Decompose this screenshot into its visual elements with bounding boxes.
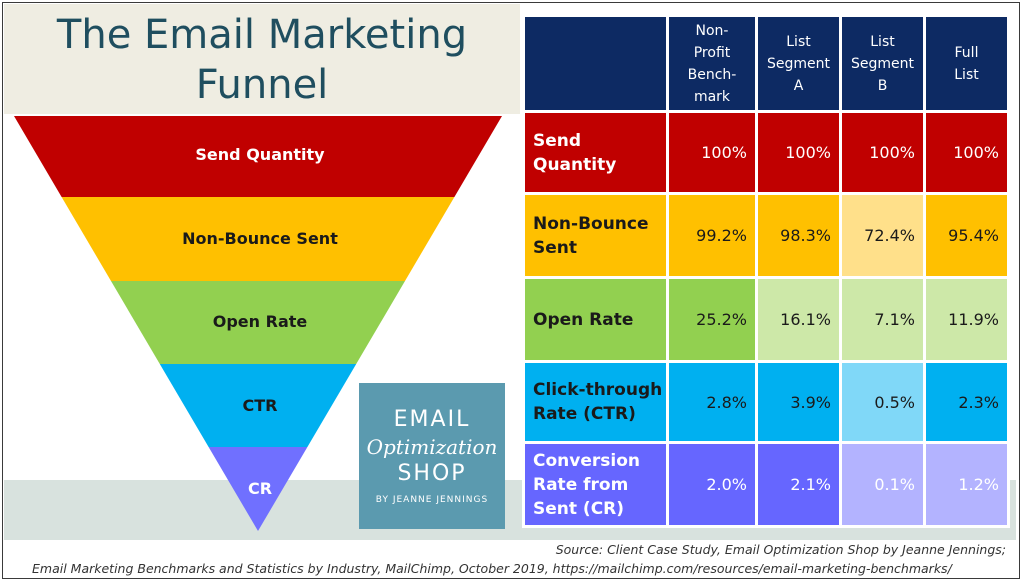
- slide-title: The Email Marketing Funnel: [4, 10, 520, 110]
- metrics-table: Non- Profit Bench-mark List Segment A List Se…: [522, 14, 1010, 528]
- funnel-label-open-rate: Open Rate: [212, 312, 308, 331]
- funnel-label-cr: CR: [247, 479, 273, 498]
- source-line-2: Email Marketing Benchmarks and Statistic…: [32, 561, 952, 576]
- logo-line-3: SHOP: [397, 461, 467, 486]
- table-row-non-bounce-sent: Non-Bounce Sent 99.2% 98.3% 72.4% 95.4%: [522, 192, 1010, 279]
- table-cell: 3.9%: [755, 360, 842, 444]
- funnel-label-ctr: CTR: [242, 396, 278, 415]
- header-full-list: Full List: [923, 14, 1010, 113]
- row-label-send-quantity: Send Quantity: [522, 110, 669, 195]
- header-corner-cell: [522, 14, 669, 113]
- table-cell: 2.0%: [666, 441, 758, 528]
- source-line-1: Source: Client Case Study, Email Optimiz…: [555, 542, 1006, 557]
- table-cell: 100%: [755, 110, 842, 195]
- funnel-diagram: [14, 116, 502, 531]
- email-optimization-shop-logo: EMAIL Optimization SHOP BY JEANNE JENNIN…: [359, 383, 505, 529]
- table-cell: 16.1%: [755, 276, 842, 363]
- table-cell: 25.2%: [666, 276, 758, 363]
- row-label-non-bounce-sent: Non-Bounce Sent: [522, 192, 669, 279]
- header-list-segment-b: List Segment B: [839, 14, 926, 113]
- row-label-click-through-rate: Click-through Rate (CTR): [522, 360, 669, 444]
- row-label-open-rate: Open Rate: [522, 276, 669, 363]
- table-row-send-quantity: Send Quantity 100% 100% 100% 100%: [522, 110, 1010, 195]
- table-cell: 7.1%: [839, 276, 926, 363]
- table-cell: 100%: [923, 110, 1010, 195]
- funnel-stage-non-bounce-sent: [61, 197, 455, 281]
- table-cell: 2.3%: [923, 360, 1010, 444]
- table-cell: 1.2%: [923, 441, 1010, 528]
- logo-line-1: EMAIL: [393, 407, 471, 432]
- table-cell: 100%: [839, 110, 926, 195]
- source-citation: Source: Client Case Study, Email Optimiz…: [0, 540, 1012, 578]
- table-cell: 72.4%: [839, 192, 926, 279]
- table-row-open-rate: Open Rate 25.2% 16.1% 7.1% 11.9%: [522, 276, 1010, 363]
- table-cell: 11.9%: [923, 276, 1010, 363]
- funnel-label-non-bounce-sent: Non-Bounce Sent: [182, 229, 338, 248]
- title-band: [4, 4, 520, 114]
- logo-line-2: Optimization: [366, 435, 498, 459]
- funnel-stage-send-quantity: [14, 116, 502, 197]
- funnel-stage-ctr: [159, 364, 357, 447]
- funnel-label-send-quantity: Send Quantity: [195, 145, 325, 164]
- table-cell: 99.2%: [666, 192, 758, 279]
- table-row-conversion-rate: Conversion Rate from Sent (CR) 2.0% 2.1% 0.1%…: [522, 441, 1010, 528]
- funnel-stage-open-rate: [111, 281, 405, 364]
- funnel-stage-cr: [208, 447, 308, 531]
- row-label-conversion-rate: Conversion Rate from Sent (CR): [522, 441, 669, 528]
- table-cell: 0.1%: [839, 441, 926, 528]
- title-line-1: The Email Marketing: [56, 12, 468, 58]
- header-list-segment-a: List Segment A: [755, 14, 842, 113]
- table-row-click-through-rate: Click-through Rate (CTR) 2.8% 3.9% 0.5% 2.3%: [522, 360, 1010, 444]
- logo-line-4: BY JEANNE JENNINGS: [375, 495, 489, 505]
- table-header-row: Non- Profit Bench-mark List Segment A List Se…: [522, 14, 1010, 113]
- table-cell: 100%: [666, 110, 758, 195]
- table-cell: 95.4%: [923, 192, 1010, 279]
- title-line-2: Funnel: [195, 62, 329, 108]
- header-nonprofit-benchmark: Non- Profit Bench-mark: [666, 14, 758, 113]
- table-cell: 2.1%: [755, 441, 842, 528]
- table-cell: 2.8%: [666, 360, 758, 444]
- table-cell: 98.3%: [755, 192, 842, 279]
- table-cell: 0.5%: [839, 360, 926, 444]
